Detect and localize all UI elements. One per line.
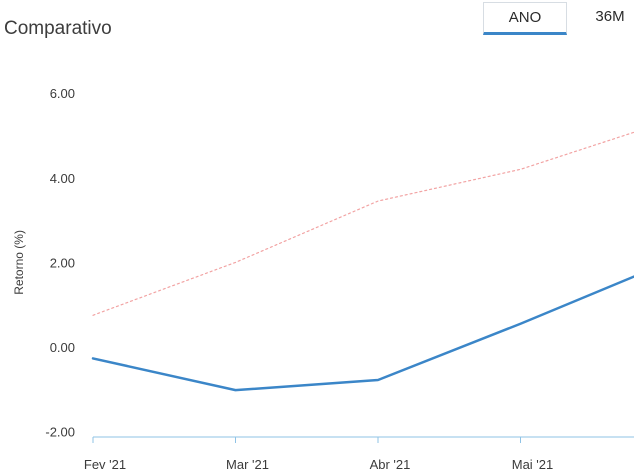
x-tick-label: Mar '21 [226,457,269,472]
chart-title: Comparativo [4,18,112,39]
y-tick-label: -2.00 [45,425,75,440]
y-tick-label: 4.00 [50,171,75,186]
x-tick-label: Abr '21 [370,457,411,472]
series-line-benchmark [92,131,634,316]
y-tick-label: 6.00 [50,86,75,101]
y-axis-label: Retorno (%) [12,230,26,295]
tab-ano[interactable]: ANO [483,2,567,35]
x-tick-label: Fev '21 [84,457,126,472]
x-tick-label: Mai '21 [512,457,554,472]
series-line-main [91,275,634,392]
y-tick-label: 0.00 [50,340,75,355]
y-tick-label: 2.00 [50,255,75,270]
tab-36m[interactable]: 36M [595,8,625,25]
